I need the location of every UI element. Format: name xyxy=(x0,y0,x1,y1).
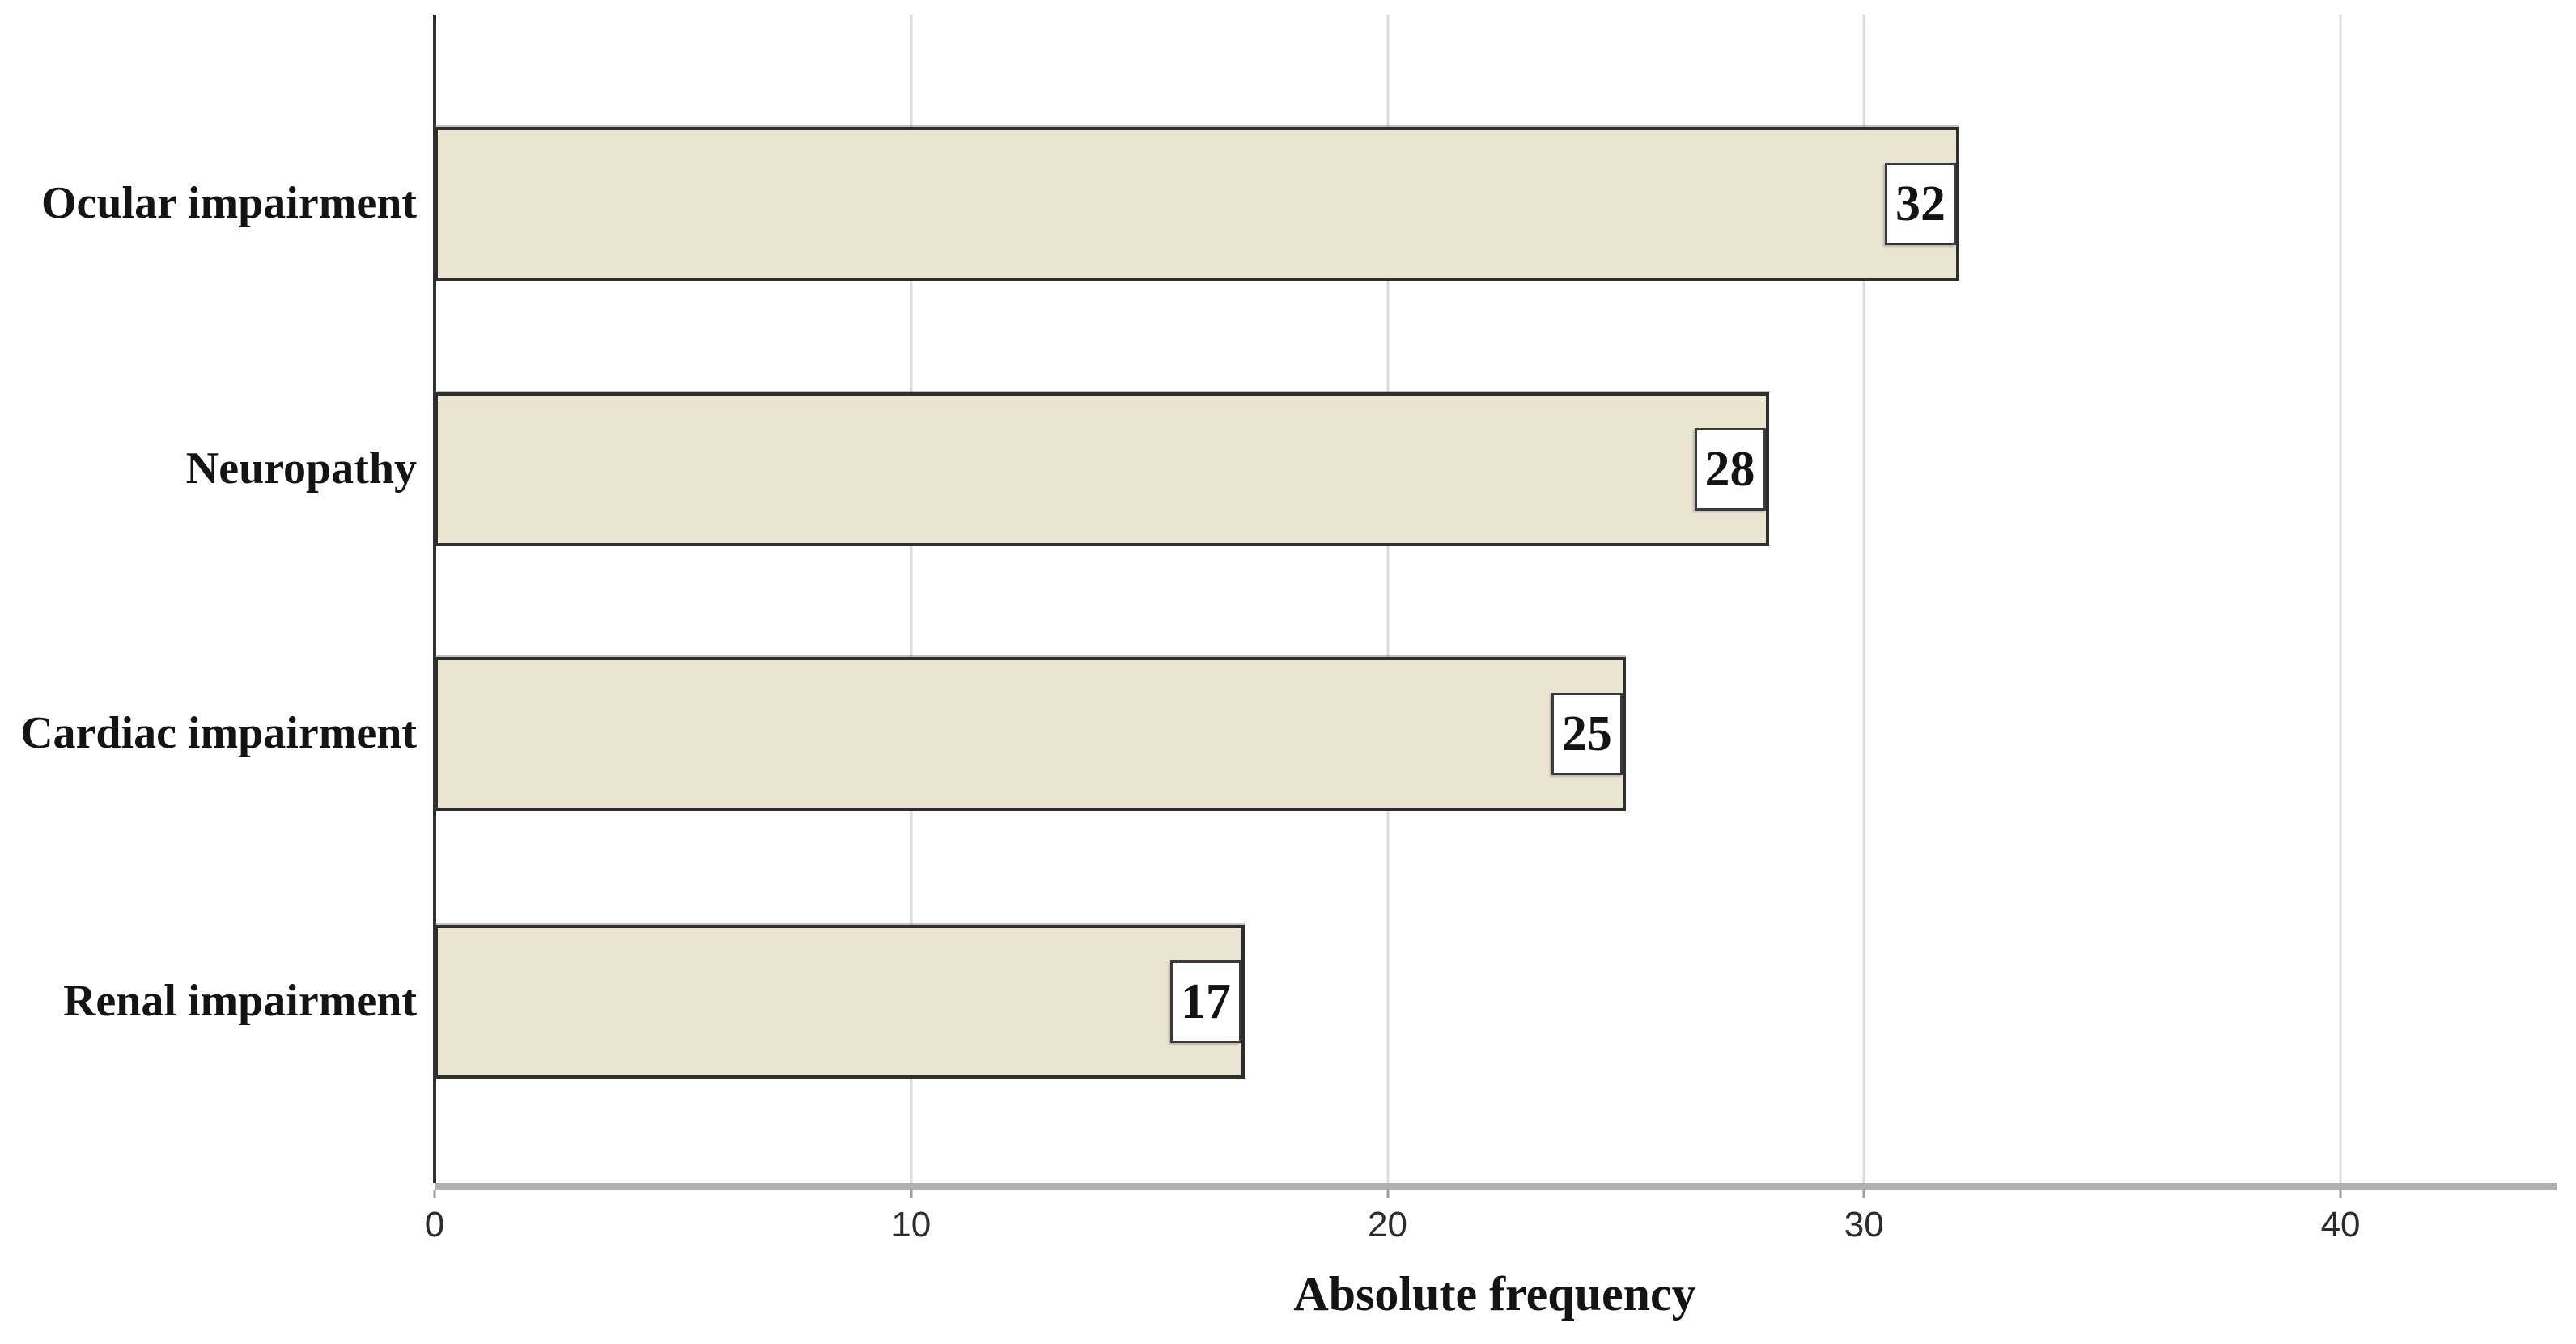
x-tick-mark xyxy=(910,1190,913,1198)
x-axis-title: Absolute frequency xyxy=(1293,1267,1696,1321)
gridline xyxy=(1862,15,1865,1183)
plot-area: 32 28 25 17 xyxy=(433,15,2555,1183)
value-label-box: 28 xyxy=(1694,428,1766,511)
gridline xyxy=(1386,15,1390,1183)
bar-cardiac-impairment: 25 xyxy=(435,657,1626,811)
category-label: Neuropathy xyxy=(185,443,417,494)
bar-row: 17 xyxy=(435,925,2555,1079)
x-tick-mark xyxy=(433,1190,436,1198)
x-tick-label: 10 xyxy=(891,1205,932,1244)
x-tick-mark xyxy=(2339,1190,2342,1198)
bar-renal-impairment: 17 xyxy=(435,925,1245,1079)
category-label: Renal impairment xyxy=(62,976,417,1027)
bar-row: 32 xyxy=(435,127,2555,281)
x-tick-mark xyxy=(1862,1190,1865,1198)
x-axis-line xyxy=(435,1183,2557,1190)
bar-ocular-impairment: 32 xyxy=(435,127,1960,281)
bar-neuropathy: 28 xyxy=(435,392,1769,546)
value-label-box: 25 xyxy=(1551,693,1623,775)
bar-row: 25 xyxy=(435,657,2555,811)
category-label: Ocular impairment xyxy=(40,178,417,229)
x-tick-label: 40 xyxy=(2320,1205,2361,1244)
value-label-box: 32 xyxy=(1885,163,1957,245)
bar-row: 28 xyxy=(435,392,2555,546)
x-tick-label: 30 xyxy=(1844,1205,1884,1244)
x-tick-label: 20 xyxy=(1368,1205,1407,1244)
gridline xyxy=(2339,15,2342,1183)
x-axis-ticks: 0 10 20 30 40 xyxy=(425,0,2555,1344)
gridline xyxy=(910,15,913,1183)
category-label: Cardiac impairment xyxy=(20,708,417,759)
x-tick-mark xyxy=(1386,1190,1390,1198)
y-axis-line xyxy=(433,15,436,1183)
x-tick-label: 0 xyxy=(424,1205,445,1244)
value-label-box: 17 xyxy=(1169,960,1241,1043)
